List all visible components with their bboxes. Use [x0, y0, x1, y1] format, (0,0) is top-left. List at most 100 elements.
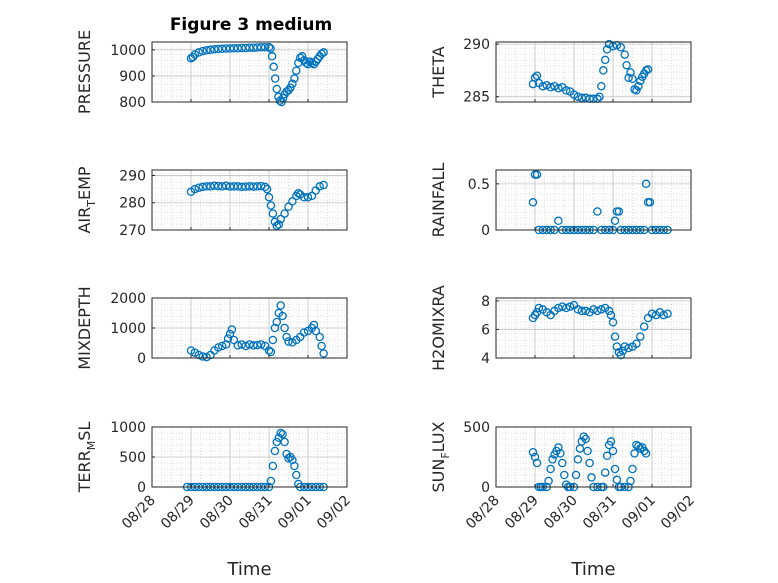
data-point: [581, 306, 590, 316]
y-tick-label: 290: [463, 37, 490, 53]
series-points: [186, 301, 328, 362]
minor-grid: [495, 426, 692, 488]
data-point: [307, 58, 317, 68]
data-point: [315, 332, 324, 342]
y-axis-label-main: H2OMIXRA: [429, 285, 448, 371]
data-point: [315, 182, 324, 191]
data-point: [565, 302, 575, 311]
data-point: [645, 198, 655, 207]
data-point: [198, 352, 207, 361]
data-point: [628, 74, 637, 84]
data-point: [272, 84, 282, 94]
data-point: [583, 446, 592, 456]
data-point: [299, 193, 309, 202]
data-point: [659, 310, 668, 320]
y-tick-label: 1000: [110, 321, 146, 337]
data-point: [194, 183, 204, 192]
y-tick-label: 1000: [110, 420, 146, 436]
data-point: [593, 306, 602, 316]
x-axis-label: Time: [570, 559, 615, 580]
data-point: [227, 325, 237, 334]
data-point: [319, 349, 328, 358]
data-point: [266, 347, 276, 357]
y-tick-label: 6: [481, 322, 490, 338]
data-point: [268, 335, 278, 345]
data-point: [600, 55, 610, 65]
data-point: [284, 453, 293, 463]
data-point: [311, 57, 321, 66]
data-point: [616, 43, 626, 52]
series-points: [186, 180, 328, 231]
y-axis-label: PRESSURE: [75, 30, 94, 114]
data-point: [614, 207, 624, 216]
y-axis-label: SUNFLUX: [429, 421, 452, 492]
y-axis-label: TERRMSL: [75, 422, 98, 494]
subplot-2: 285 290 THETA: [429, 37, 692, 106]
data-point: [624, 73, 633, 83]
data-point: [292, 66, 301, 75]
data-point: [632, 86, 641, 95]
axes-box: [495, 169, 692, 231]
y-tick-label: 500: [119, 450, 146, 466]
y-tick-label: 0.5: [468, 177, 490, 193]
subplot-5: 0 1000 2000 MIXDEPTH: [75, 286, 348, 370]
x-tick-label: 08/31: [580, 493, 620, 533]
data-point: [561, 86, 571, 95]
data-point: [626, 476, 635, 486]
data-point: [606, 437, 616, 446]
data-point: [266, 201, 276, 210]
data-point: [604, 306, 614, 316]
data-point: [597, 81, 606, 91]
data-point: [194, 350, 204, 360]
subplot-4: 0 0.5 RAINFALL: [429, 163, 692, 239]
y-axis-label-subscript: F: [439, 452, 452, 458]
data-point: [284, 202, 293, 212]
data-point: [581, 434, 590, 444]
data-point: [270, 446, 280, 456]
x-tick-label: 09/02: [314, 493, 354, 533]
data-point: [188, 52, 198, 62]
y-axis-label: MIXDEPTH: [75, 286, 94, 369]
y-tick-label: 900: [119, 69, 146, 85]
data-point: [616, 350, 626, 360]
data-point: [554, 216, 563, 226]
data-point: [288, 197, 297, 206]
data-point: [274, 220, 284, 229]
data-point: [223, 334, 233, 343]
data-point: [634, 81, 643, 91]
data-point: [595, 92, 604, 101]
data-point: [311, 326, 321, 336]
data-point: [593, 207, 602, 216]
data-point: [624, 343, 633, 353]
data-point: [643, 65, 653, 74]
y-axis-label-tail: SL: [75, 422, 94, 441]
data-point: [630, 449, 639, 458]
data-point: [546, 464, 555, 474]
data-point: [294, 188, 303, 198]
x-tick-label: 08/28: [119, 493, 159, 533]
y-axis-label-subscript: M: [85, 441, 98, 451]
data-point: [602, 451, 612, 461]
data-point: [253, 340, 262, 350]
data-point: [548, 455, 557, 464]
data-point: [634, 441, 643, 451]
x-axis-label: Time: [226, 559, 271, 580]
data-point: [269, 62, 278, 72]
data-point: [632, 339, 641, 348]
data-point: [266, 44, 275, 53]
data-point: [280, 209, 289, 218]
data-point: [260, 182, 270, 192]
data-point: [249, 341, 258, 350]
data-point: [317, 341, 326, 351]
data-point: [610, 216, 620, 226]
y-tick-label: 270: [119, 223, 146, 239]
y-axis-label: RAINFALL: [429, 163, 448, 238]
data-point: [639, 322, 649, 331]
data-point: [284, 337, 293, 346]
data-point: [608, 318, 618, 327]
y-axis-label: H2OMIXRA: [429, 285, 448, 371]
data-point: [256, 340, 266, 349]
data-point: [190, 184, 200, 194]
data-point: [264, 42, 274, 52]
figure-title: Figure 3 medium: [170, 15, 332, 35]
